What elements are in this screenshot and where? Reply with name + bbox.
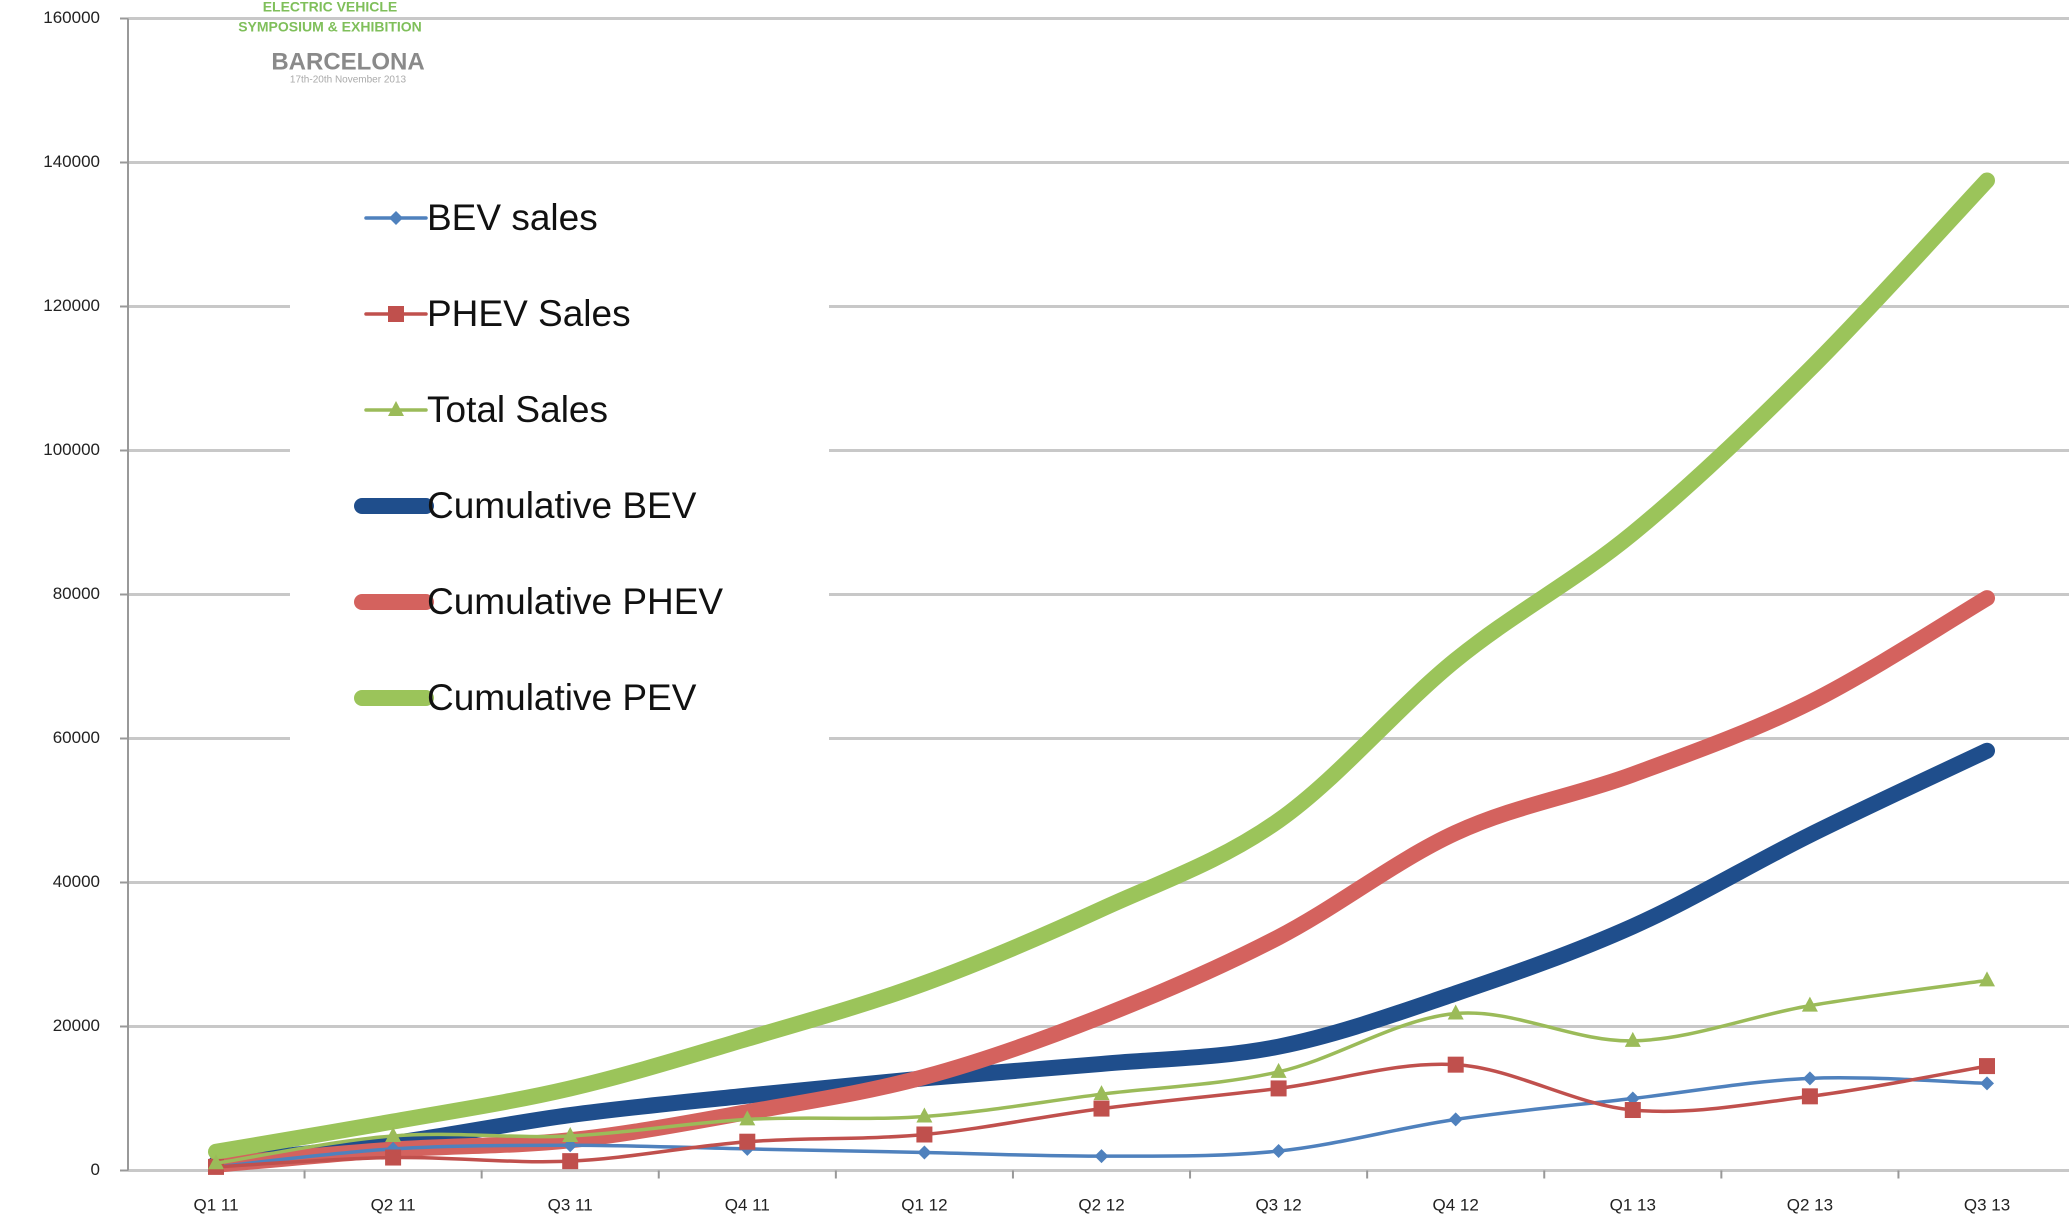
marker bbox=[1270, 1062, 1287, 1078]
x-tick-label: Q2 12 bbox=[1078, 1195, 1124, 1214]
y-tick-label: 80000 bbox=[53, 584, 100, 603]
y-tick-label: 100000 bbox=[43, 440, 100, 459]
x-tick-label: Q1 11 bbox=[193, 1195, 238, 1214]
marker bbox=[1801, 1088, 1818, 1105]
marker bbox=[1271, 1144, 1286, 1159]
marker bbox=[1624, 1102, 1641, 1119]
y-tick-label: 40000 bbox=[53, 872, 100, 891]
legend: BEV sales PHEV Sales Total Sales Cumulative… bbox=[290, 170, 829, 740]
legend-label: PHEV Sales bbox=[427, 293, 631, 334]
legend-label: Cumulative PEV bbox=[427, 677, 697, 718]
marker bbox=[1094, 1149, 1109, 1164]
x-tick-label: Q4 11 bbox=[725, 1195, 770, 1214]
marker bbox=[385, 1126, 402, 1142]
x-tick-label: Q2 13 bbox=[1787, 1195, 1833, 1214]
marker bbox=[1093, 1100, 1110, 1117]
marker bbox=[1979, 1058, 1995, 1075]
x-tick-label: Q3 13 bbox=[1964, 1195, 2010, 1214]
marker bbox=[1802, 1071, 1817, 1086]
marker bbox=[1980, 1076, 1994, 1091]
marker bbox=[1447, 1056, 1464, 1073]
x-tick-label: Q3 11 bbox=[548, 1195, 593, 1214]
marker bbox=[1093, 1085, 1110, 1101]
y-tick-label: 0 bbox=[91, 1160, 100, 1179]
marker bbox=[389, 211, 403, 225]
logo-city: BARCELONA bbox=[271, 48, 424, 75]
y-tick-label: 20000 bbox=[53, 1016, 100, 1035]
legend-label: Cumulative BEV bbox=[427, 485, 697, 526]
marker bbox=[1448, 1112, 1463, 1127]
marker bbox=[1979, 971, 1995, 987]
x-tick-label: Q2 11 bbox=[371, 1195, 416, 1214]
marker bbox=[1270, 1080, 1287, 1097]
y-tick-label: 140000 bbox=[43, 152, 100, 171]
logo-line: SYMPOSIUM & EXHIBITION bbox=[238, 19, 422, 35]
marker bbox=[388, 401, 404, 416]
marker bbox=[388, 306, 404, 322]
legend-label: Cumulative PHEV bbox=[427, 581, 723, 622]
x-tick-label: Q4 12 bbox=[1433, 1195, 1479, 1214]
legend-label: Total Sales bbox=[427, 389, 608, 430]
marker bbox=[739, 1133, 756, 1150]
y-tick-label: 60000 bbox=[53, 728, 100, 747]
y-tick-label: 120000 bbox=[43, 296, 100, 315]
series-line bbox=[208, 742, 1995, 1172]
marker bbox=[1624, 1031, 1641, 1047]
marker bbox=[739, 1110, 756, 1126]
y-tick-label: 160000 bbox=[43, 8, 100, 27]
marker bbox=[562, 1126, 579, 1142]
marker bbox=[916, 1126, 933, 1143]
marker bbox=[385, 1149, 402, 1166]
marker bbox=[208, 1154, 224, 1170]
x-tick-label: Q1 13 bbox=[1610, 1195, 1656, 1214]
series-line bbox=[208, 172, 1995, 1160]
marker bbox=[1801, 996, 1818, 1012]
logo-dates: 17th-20th November 2013 bbox=[290, 75, 407, 86]
legend-box bbox=[290, 170, 829, 740]
marker bbox=[1625, 1091, 1640, 1106]
marker bbox=[916, 1107, 933, 1123]
marker bbox=[917, 1145, 932, 1160]
x-tick-label: Q3 12 bbox=[1255, 1195, 1301, 1214]
x-tick-label: Q1 12 bbox=[901, 1195, 947, 1214]
legend-label: BEV sales bbox=[427, 197, 598, 238]
marker bbox=[1447, 1004, 1464, 1020]
marker bbox=[562, 1153, 579, 1170]
logo-line: ELECTRIC VEHICLE bbox=[263, 0, 398, 15]
